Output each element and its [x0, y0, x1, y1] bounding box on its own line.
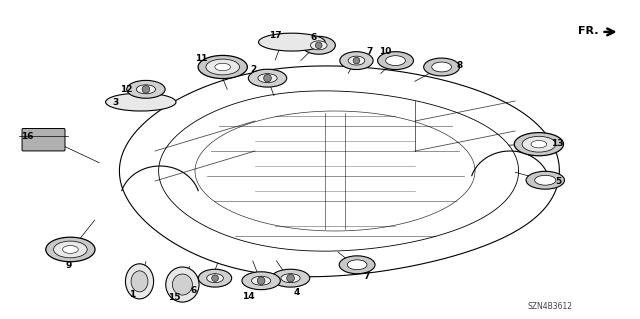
Text: 3: 3 — [112, 98, 118, 107]
Text: 16: 16 — [20, 132, 33, 141]
Ellipse shape — [432, 62, 451, 72]
Ellipse shape — [515, 133, 564, 156]
Text: 8: 8 — [456, 61, 463, 70]
Ellipse shape — [127, 80, 165, 98]
Ellipse shape — [248, 69, 287, 87]
Text: 4: 4 — [293, 288, 300, 297]
Ellipse shape — [166, 267, 199, 302]
Text: 2: 2 — [250, 65, 257, 74]
Ellipse shape — [215, 63, 230, 71]
Ellipse shape — [125, 264, 154, 299]
Circle shape — [212, 275, 218, 281]
Ellipse shape — [242, 272, 280, 290]
Ellipse shape — [131, 271, 148, 292]
FancyBboxPatch shape — [22, 129, 65, 151]
Ellipse shape — [172, 274, 193, 295]
Ellipse shape — [136, 85, 156, 94]
Ellipse shape — [206, 59, 239, 75]
Ellipse shape — [54, 241, 87, 258]
Text: SZN4B3612: SZN4B3612 — [528, 302, 573, 311]
Text: 11: 11 — [195, 54, 208, 63]
Text: 7: 7 — [367, 47, 373, 56]
Text: 1: 1 — [129, 290, 136, 299]
Ellipse shape — [259, 33, 325, 51]
Text: 9: 9 — [65, 261, 72, 270]
Circle shape — [142, 85, 150, 93]
Ellipse shape — [522, 136, 556, 152]
Ellipse shape — [198, 269, 232, 287]
Circle shape — [257, 277, 265, 285]
Text: FR.: FR. — [578, 26, 598, 36]
Text: 13: 13 — [550, 139, 563, 148]
Circle shape — [353, 57, 360, 64]
Ellipse shape — [531, 140, 547, 148]
Ellipse shape — [424, 58, 460, 76]
Ellipse shape — [339, 256, 375, 274]
Ellipse shape — [198, 56, 248, 78]
Ellipse shape — [252, 276, 271, 285]
Ellipse shape — [258, 74, 277, 83]
Text: 7: 7 — [363, 272, 369, 281]
Text: 17: 17 — [269, 31, 282, 40]
Ellipse shape — [281, 274, 300, 283]
Text: 15: 15 — [168, 293, 180, 302]
Text: 6: 6 — [310, 33, 317, 42]
Ellipse shape — [106, 93, 176, 111]
Ellipse shape — [348, 260, 367, 270]
Circle shape — [316, 42, 322, 48]
Ellipse shape — [207, 274, 223, 283]
Ellipse shape — [378, 52, 413, 70]
Text: 10: 10 — [379, 47, 392, 56]
Ellipse shape — [526, 171, 564, 189]
Ellipse shape — [310, 41, 327, 50]
Text: 12: 12 — [120, 85, 133, 94]
Ellipse shape — [535, 175, 556, 185]
Ellipse shape — [348, 56, 365, 65]
Text: 14: 14 — [242, 292, 255, 300]
Text: 6: 6 — [190, 286, 196, 295]
Ellipse shape — [63, 246, 78, 253]
Circle shape — [264, 74, 271, 82]
Ellipse shape — [386, 56, 405, 65]
Ellipse shape — [46, 237, 95, 262]
Circle shape — [287, 274, 294, 282]
Text: 5: 5 — [556, 177, 562, 186]
Ellipse shape — [340, 52, 373, 70]
Ellipse shape — [302, 36, 335, 54]
Ellipse shape — [271, 269, 310, 287]
